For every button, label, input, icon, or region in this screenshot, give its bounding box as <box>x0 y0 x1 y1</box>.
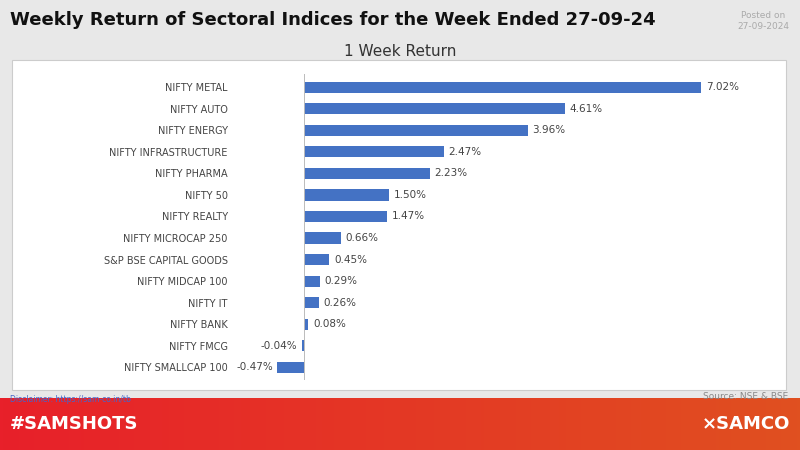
Text: 3.96%: 3.96% <box>533 125 566 135</box>
Text: Disclaimer: https://sam-co.in/tb: Disclaimer: https://sam-co.in/tb <box>10 395 131 404</box>
Text: 0.29%: 0.29% <box>325 276 358 286</box>
Text: 0.66%: 0.66% <box>346 233 378 243</box>
Text: Posted on
27-09-2024: Posted on 27-09-2024 <box>738 11 790 31</box>
Bar <box>304 232 342 243</box>
Bar <box>304 319 309 330</box>
Bar <box>304 146 444 158</box>
Text: 7.02%: 7.02% <box>706 82 738 92</box>
Text: -0.04%: -0.04% <box>261 341 297 351</box>
Bar <box>304 125 528 136</box>
Bar <box>278 362 304 373</box>
Text: 0.26%: 0.26% <box>323 297 356 308</box>
Text: -0.47%: -0.47% <box>236 362 273 372</box>
Bar <box>304 168 430 179</box>
Text: Source: NSE & BSE: Source: NSE & BSE <box>702 392 788 401</box>
Text: ×SAMCO: ×SAMCO <box>702 415 790 433</box>
Bar <box>304 275 320 287</box>
Text: 1.47%: 1.47% <box>392 212 425 221</box>
Bar <box>304 81 702 93</box>
Text: 2.47%: 2.47% <box>448 147 482 157</box>
Bar <box>304 254 330 265</box>
Bar <box>304 189 389 201</box>
Text: 4.61%: 4.61% <box>570 104 602 114</box>
Text: #SAMSHOTS: #SAMSHOTS <box>10 415 138 433</box>
FancyBboxPatch shape <box>12 60 786 390</box>
Text: 1 Week Return: 1 Week Return <box>344 45 456 59</box>
Text: 0.08%: 0.08% <box>313 319 346 329</box>
Text: 0.45%: 0.45% <box>334 255 367 265</box>
Text: 1.50%: 1.50% <box>394 190 426 200</box>
Bar <box>304 297 318 308</box>
Bar <box>304 103 565 114</box>
Bar <box>302 340 304 351</box>
Text: Weekly Return of Sectoral Indices for the Week Ended 27-09-24: Weekly Return of Sectoral Indices for th… <box>10 11 656 29</box>
Bar <box>304 211 387 222</box>
Text: 2.23%: 2.23% <box>434 168 468 178</box>
